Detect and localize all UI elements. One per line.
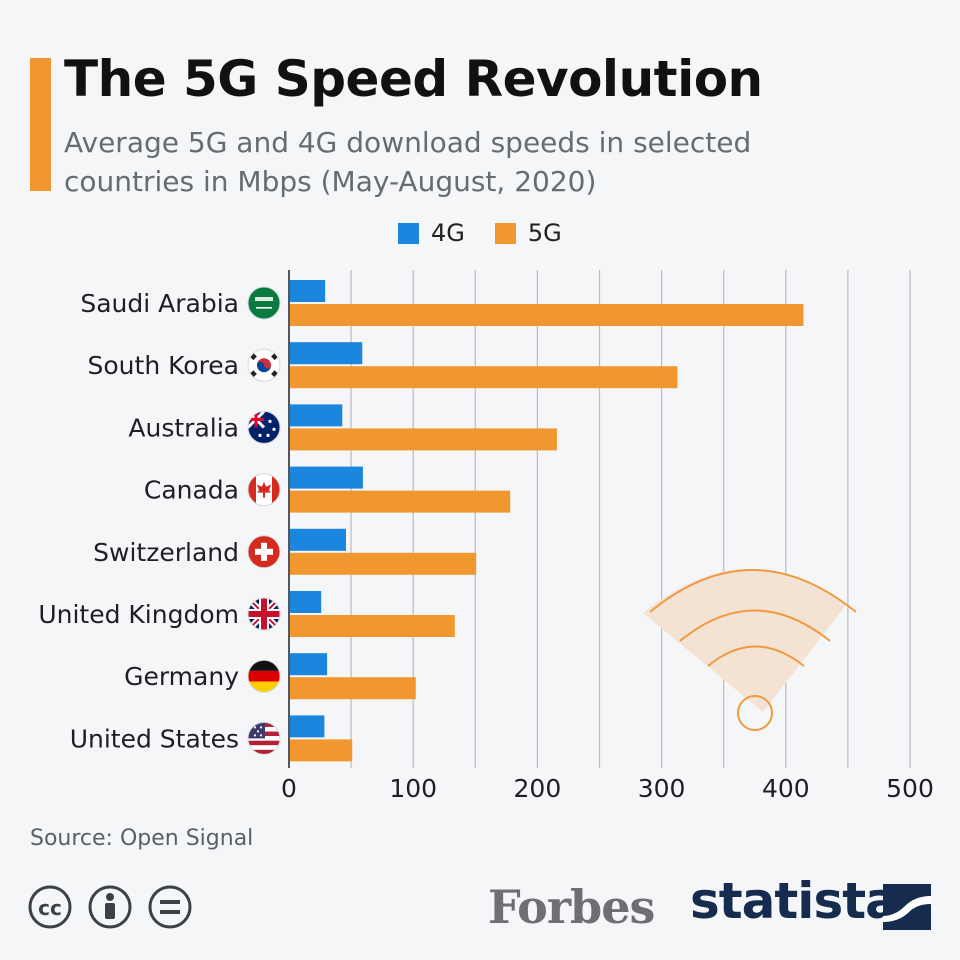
x-tick-label: 0 [281,774,297,803]
license-icons: cc [28,885,192,929]
flag-icons [247,286,281,755]
statista-logo-icon [883,884,931,930]
australia-flag-icon [247,410,281,444]
bar-4g-canada [290,466,363,489]
wifi-arc-inner [707,645,805,667]
bar-5g-saudi-arabia [290,304,804,326]
legend-label-4g: 4G [431,219,465,247]
bar-4g-switzerland [290,528,347,551]
no-derivatives-icon [148,885,192,929]
x-tick-label: 500 [886,774,934,803]
bar-4g-united-states [290,715,325,738]
category-label: Switzerland [93,538,239,567]
united-states-flag-icon [247,721,281,755]
bar-4g-germany [290,653,328,676]
bar-5g-united-states [290,739,353,762]
bar-5g-united-kingdom [290,615,455,637]
forbes-logo: Forbes [488,880,655,934]
canada-flag-icon [247,473,281,507]
bar-4g-united-kingdom [290,591,322,613]
bar-4g-australia [290,404,343,427]
x-axis-ticks: 0 100 200 300 400 500 [281,774,934,803]
united-kingdom-flag-icon [247,597,281,631]
chart-subtitle: Average 5G and 4G download speeds in sel… [64,126,752,198]
legend-label-5g: 5G [527,219,562,247]
bar-chart: Saudi Arabia South Korea Australia Canada Sw… [38,270,934,803]
legend-item-5g: 5G [494,219,562,247]
legend-swatch-5g [494,222,516,244]
wifi-arc-outer [649,569,857,613]
category-label: Germany [124,662,239,691]
statista-logo-text: statista [690,872,899,930]
category-label: South Korea [88,351,239,380]
source-note: Source: Open Signal [30,826,254,851]
bar-5g-switzerland [290,552,477,575]
category-labels: Saudi Arabia South Korea Australia Canada Sw… [38,289,239,753]
legend-item-4g: 4G [398,219,465,247]
attribution-icon [88,885,132,929]
bar-5g-south-korea [290,366,678,389]
bars-layer [290,280,804,762]
bar-4g-south-korea [290,342,363,365]
bar-5g-australia [290,428,557,451]
wifi-fan-shape [643,569,847,712]
germany-flag-icon [247,659,281,693]
legend: 4G 5G [398,219,592,247]
saudi-arabia-flag-icon [247,286,281,320]
wifi-arc-middle [679,609,831,642]
svg-text:cc: cc [38,896,62,920]
bar-4g-saudi-arabia [290,280,326,302]
bar-5g-canada [290,490,511,513]
x-tick-label: 200 [514,774,562,803]
category-label: United States [70,724,239,753]
title-accent-bar [30,58,51,191]
chart-title: The 5G Speed Revolution [64,50,763,108]
category-label: Canada [144,476,239,505]
category-label: Saudi Arabia [80,289,239,318]
category-label: United Kingdom [38,600,239,629]
bar-5g-germany [290,677,416,700]
south-korea-flag-icon [247,348,281,382]
cc-icon: cc [28,885,72,929]
switzerland-flag-icon [247,535,281,569]
x-tick-label: 300 [638,774,686,803]
x-tick-label: 400 [762,774,810,803]
wifi-signal-illustration [643,569,857,731]
legend-swatch-4g [398,222,419,244]
wifi-dot [737,695,773,731]
category-label: Australia [128,413,239,442]
x-tick-label: 100 [389,774,437,803]
